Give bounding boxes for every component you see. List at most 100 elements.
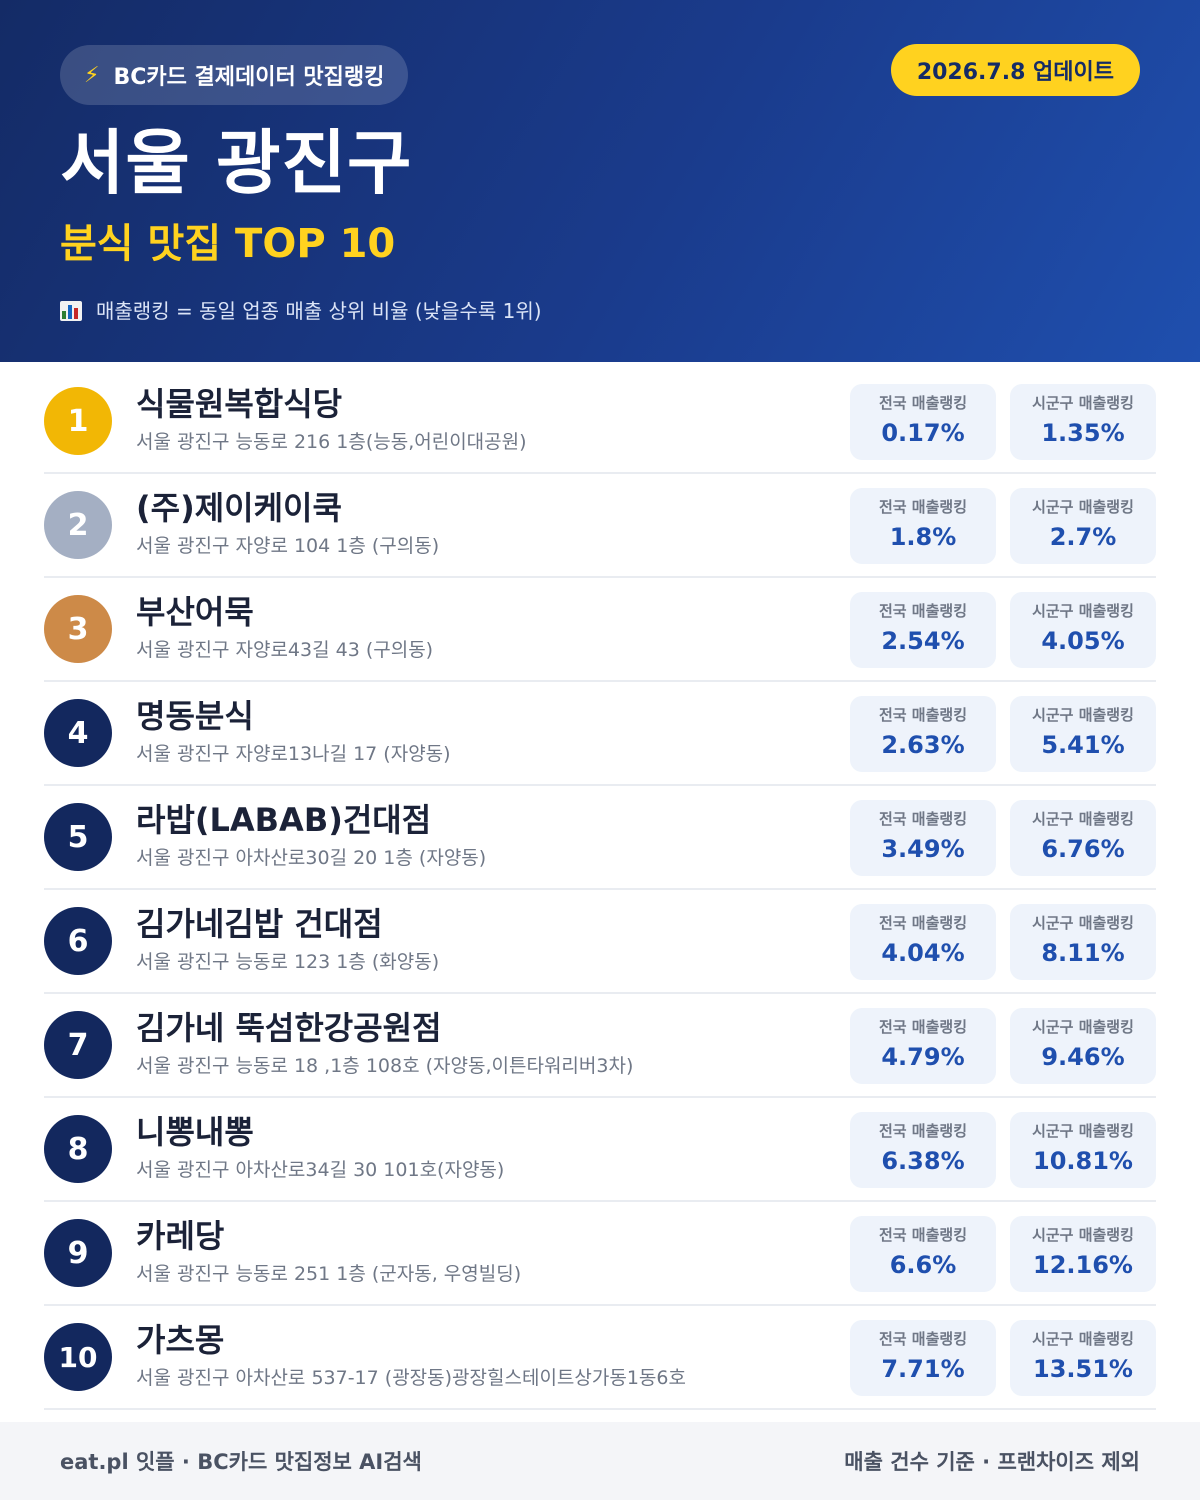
restaurant-address: 서울 광진구 아차산로30길 20 1층 (자양동) (136, 844, 486, 872)
national-ranking-label: 전국 매출랭킹 (850, 1329, 996, 1349)
district-ranking-card: 시군구 매출랭킹 8.11% (1010, 904, 1156, 980)
restaurant-name[interactable]: (주)제이케이쿡 (136, 488, 342, 528)
national-ranking-value: 3.49% (850, 834, 996, 864)
restaurant-address: 서울 광진구 아차산로34길 30 101호(자양동) (136, 1156, 504, 1184)
restaurant-address: 서울 광진구 능동로 18 ,1층 108호 (자양동,이튼타워리버3차) (136, 1052, 633, 1080)
restaurant-name[interactable]: 식물원복합식당 (136, 384, 342, 424)
restaurant-row[interactable]: 1 식물원복합식당 서울 광진구 능동로 216 1층(능동,어린이대공원) 전국 매… (44, 370, 1156, 474)
national-ranking-card: 전국 매출랭킹 2.63% (850, 696, 996, 772)
header: ⚡ BC카드 결제데이터 맛집랭킹 2026.7.8 업데이트 서울 광진구 분… (0, 0, 1200, 362)
footer: eat.pl 잇플 · BC카드 맛집정보 AI검색 매출 건수 기준 · 프랜… (0, 1422, 1200, 1500)
national-ranking-card: 전국 매출랭킹 3.49% (850, 800, 996, 876)
district-ranking-card: 시군구 매출랭킹 10.81% (1010, 1112, 1156, 1188)
restaurant-row[interactable]: 4 명동분식 서울 광진구 자양로13나길 17 (자양동) 전국 매출랭킹 2.63%… (44, 682, 1156, 786)
restaurant-row[interactable]: 7 김가네 뚝섬한강공원점 서울 광진구 능동로 18 ,1층 108호 (자양동,… (44, 994, 1156, 1098)
restaurant-name[interactable]: 니뽕내뽕 (136, 1112, 254, 1152)
national-ranking-label: 전국 매출랭킹 (850, 705, 996, 725)
national-ranking-card: 전국 매출랭킹 2.54% (850, 592, 996, 668)
rank-badge: 1 (44, 387, 112, 455)
national-ranking-card: 전국 매출랭킹 4.04% (850, 904, 996, 980)
district-ranking-card: 시군구 매출랭킹 1.35% (1010, 384, 1156, 460)
restaurant-name[interactable]: 가츠몽 (136, 1320, 224, 1360)
restaurant-name[interactable]: 김가네 뚝섬한강공원점 (136, 1008, 442, 1048)
district-ranking-label: 시군구 매출랭킹 (1010, 1017, 1156, 1037)
district-ranking-card: 시군구 매출랭킹 9.46% (1010, 1008, 1156, 1084)
page-subtitle: 분식 맛집 TOP 10 (60, 216, 395, 272)
national-ranking-card: 전국 매출랭킹 0.17% (850, 384, 996, 460)
district-ranking-label: 시군구 매출랭킹 (1010, 601, 1156, 621)
district-ranking-label: 시군구 매출랭킹 (1010, 497, 1156, 517)
rank-badge: 8 (44, 1115, 112, 1183)
district-ranking-value: 12.16% (1010, 1250, 1156, 1280)
rank-badge: 4 (44, 699, 112, 767)
national-ranking-label: 전국 매출랭킹 (850, 497, 996, 517)
restaurant-name[interactable]: 카레당 (136, 1216, 224, 1256)
national-ranking-label: 전국 매출랭킹 (850, 393, 996, 413)
district-ranking-card: 시군구 매출랭킹 13.51% (1010, 1320, 1156, 1396)
district-ranking-card: 시군구 매출랭킹 6.76% (1010, 800, 1156, 876)
national-ranking-card: 전국 매출랭킹 6.6% (850, 1216, 996, 1292)
district-ranking-label: 시군구 매출랭킹 (1010, 1329, 1156, 1349)
district-ranking-value: 13.51% (1010, 1354, 1156, 1384)
national-ranking-card: 전국 매출랭킹 6.38% (850, 1112, 996, 1188)
national-ranking-value: 2.63% (850, 730, 996, 760)
restaurant-address: 서울 광진구 능동로 123 1층 (화양동) (136, 948, 439, 976)
restaurant-address: 서울 광진구 능동로 251 1층 (군자동, 우영빌딩) (136, 1260, 521, 1288)
district-ranking-card: 시군구 매출랭킹 4.05% (1010, 592, 1156, 668)
district-ranking-label: 시군구 매출랭킹 (1010, 1121, 1156, 1141)
rank-badge: 5 (44, 803, 112, 871)
restaurant-address: 서울 광진구 아차산로 537-17 (광장동)광장힐스테이트상가동1동6호 (136, 1364, 686, 1392)
rank-badge: 6 (44, 907, 112, 975)
source-badge: ⚡ BC카드 결제데이터 맛집랭킹 (60, 45, 408, 105)
rank-badge: 9 (44, 1219, 112, 1287)
district-ranking-label: 시군구 매출랭킹 (1010, 1225, 1156, 1245)
national-ranking-label: 전국 매출랭킹 (850, 601, 996, 621)
district-ranking-value: 9.46% (1010, 1042, 1156, 1072)
district-ranking-value: 10.81% (1010, 1146, 1156, 1176)
national-ranking-label: 전국 매출랭킹 (850, 1121, 996, 1141)
rank-badge: 10 (44, 1323, 112, 1391)
restaurant-name[interactable]: 라밥(LABAB)건대점 (136, 800, 431, 840)
restaurant-address: 서울 광진구 자양로43길 43 (구의동) (136, 636, 433, 664)
district-ranking-value: 4.05% (1010, 626, 1156, 656)
national-ranking-value: 4.79% (850, 1042, 996, 1072)
restaurant-name[interactable]: 명동분식 (136, 696, 254, 736)
national-ranking-card: 전국 매출랭킹 7.71% (850, 1320, 996, 1396)
national-ranking-value: 0.17% (850, 418, 996, 448)
bar-chart-icon (60, 301, 82, 321)
national-ranking-value: 1.8% (850, 522, 996, 552)
footer-criteria: 매출 건수 기준 · 프랜차이즈 제외 (844, 1446, 1140, 1476)
restaurant-name[interactable]: 부산어묵 (136, 592, 254, 632)
restaurant-row[interactable]: 2 (주)제이케이쿡 서울 광진구 자양로 104 1층 (구의동) 전국 매출랭킹 1… (44, 474, 1156, 578)
page-title: 서울 광진구 (60, 118, 412, 208)
rank-badge: 2 (44, 491, 112, 559)
ranking-note: 매출랭킹 = 동일 업종 매출 상위 비율 (낮을수록 1위) (60, 296, 542, 326)
district-ranking-card: 시군구 매출랭킹 12.16% (1010, 1216, 1156, 1292)
national-ranking-label: 전국 매출랭킹 (850, 1017, 996, 1037)
lightning-bolt-icon: ⚡ (84, 63, 99, 88)
source-badge-label: BC카드 결제데이터 맛집랭킹 (113, 59, 384, 91)
national-ranking-value: 6.6% (850, 1250, 996, 1280)
national-ranking-label: 전국 매출랭킹 (850, 1225, 996, 1245)
national-ranking-label: 전국 매출랭킹 (850, 913, 996, 933)
district-ranking-label: 시군구 매출랭킹 (1010, 705, 1156, 725)
district-ranking-card: 시군구 매출랭킹 2.7% (1010, 488, 1156, 564)
update-date-badge: 2026.7.8 업데이트 (891, 44, 1140, 96)
district-ranking-label: 시군구 매출랭킹 (1010, 809, 1156, 829)
national-ranking-value: 6.38% (850, 1146, 996, 1176)
ranking-note-text: 매출랭킹 = 동일 업종 매출 상위 비율 (낮을수록 1위) (96, 296, 542, 326)
restaurant-name[interactable]: 김가네김밥 건대점 (136, 904, 383, 944)
district-ranking-value: 1.35% (1010, 418, 1156, 448)
district-ranking-value: 6.76% (1010, 834, 1156, 864)
restaurant-list: 1 식물원복합식당 서울 광진구 능동로 216 1층(능동,어린이대공원) 전국 매… (44, 370, 1156, 1410)
rank-badge: 3 (44, 595, 112, 663)
national-ranking-card: 전국 매출랭킹 4.79% (850, 1008, 996, 1084)
national-ranking-value: 4.04% (850, 938, 996, 968)
national-ranking-value: 2.54% (850, 626, 996, 656)
